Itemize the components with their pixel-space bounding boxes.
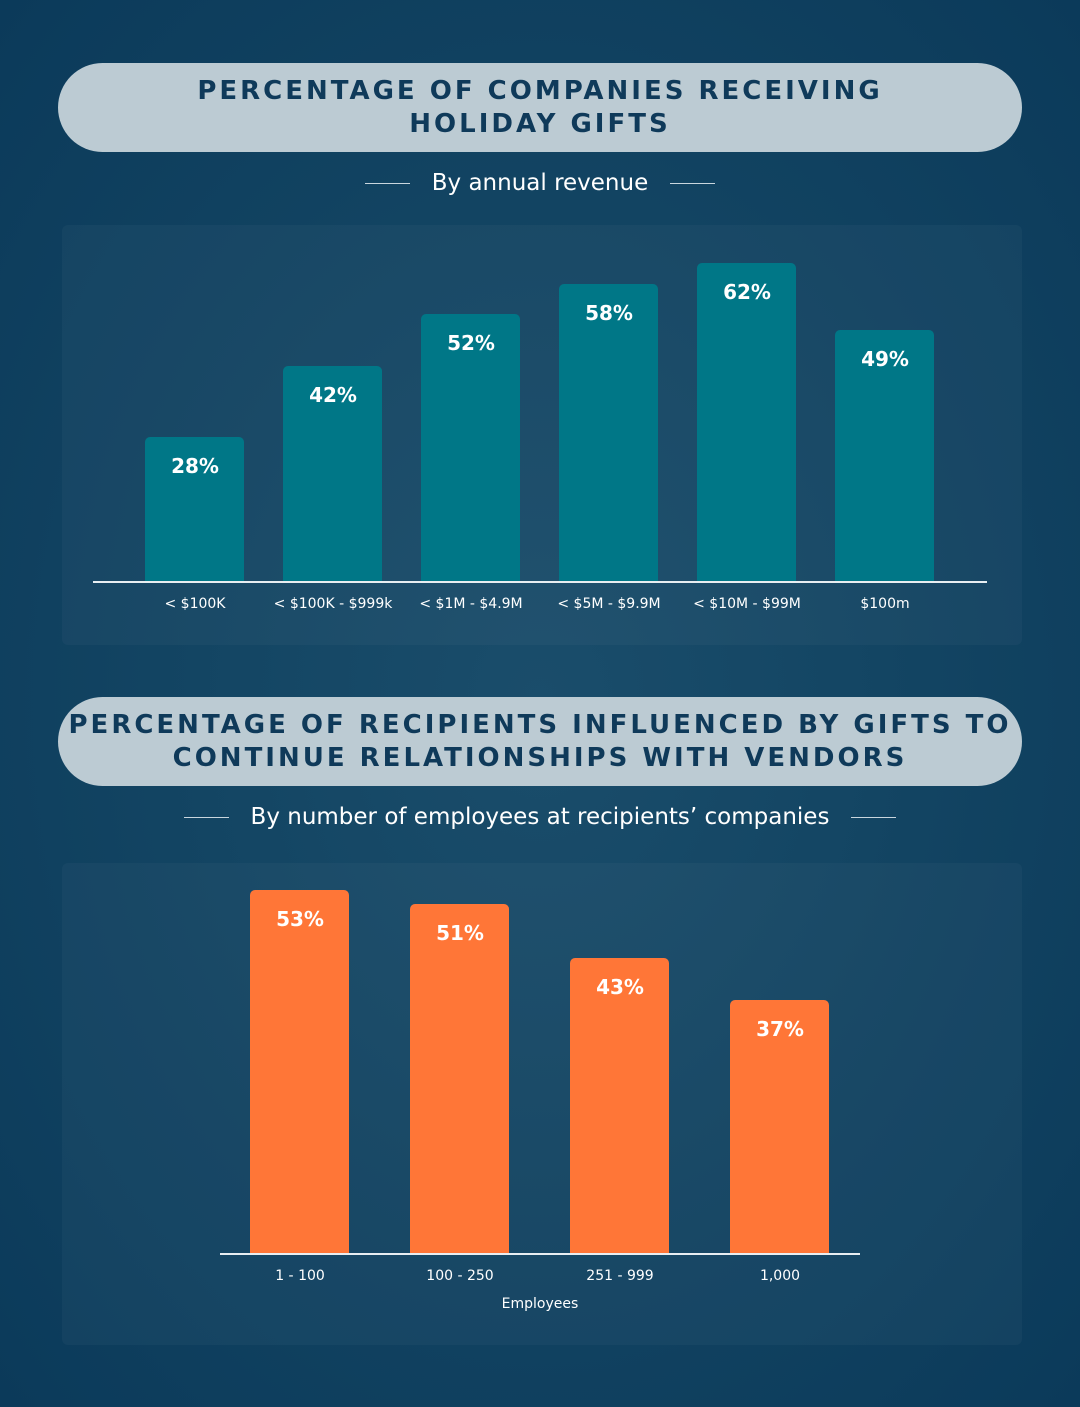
c2-value-label: 43% <box>596 975 644 1000</box>
c2-value-label: 53% <box>276 907 324 931</box>
c1-bar <box>835 329 934 581</box>
c2-value-label: 51% <box>436 920 484 945</box>
chart1-subtitle-row: By annual revenue <box>0 170 1080 196</box>
divider <box>851 816 897 818</box>
chart1-subtitle: By annual revenue <box>431 170 649 196</box>
c2-bar <box>250 890 349 1253</box>
chart2-xlabel: Employees <box>501 1296 579 1312</box>
c1-value-label: 42% <box>309 382 357 407</box>
c1-tick-label: < $100K - $999k <box>273 596 393 612</box>
c2-bar <box>730 999 829 1253</box>
c2-bar <box>570 958 669 1253</box>
c1-bar <box>559 283 658 581</box>
c1-bar <box>697 263 796 581</box>
chart2-subtitle-row: By number of employees at recipients’ co… <box>0 804 1080 830</box>
c1-value-label: 62% <box>723 280 771 304</box>
divider <box>364 182 410 184</box>
c2-tick-label: 1,000 <box>759 1268 801 1284</box>
chart2-title: PERCENTAGE OF RECIPIENTS INFLUENCED BY G… <box>68 709 1012 773</box>
c2-tick-label: 100 - 250 <box>426 1268 494 1284</box>
c1-value-label: 49% <box>861 346 909 371</box>
c1-bar <box>283 365 382 581</box>
c1-tick-label: < $5M - $9.9M <box>557 596 661 612</box>
divider <box>183 816 229 818</box>
c1-bar <box>421 314 520 581</box>
c1-tick-label: < $10M - $99M <box>693 596 801 612</box>
c1-tick-label: < $100K <box>164 596 226 612</box>
c1-value-label: 28% <box>171 454 219 479</box>
divider <box>670 182 716 184</box>
c2-bar <box>410 903 509 1253</box>
c2-tick-label: 251 - 999 <box>586 1268 654 1284</box>
chart2-subtitle: By number of employees at recipients’ co… <box>250 804 830 830</box>
c1-bar <box>145 437 244 581</box>
chart2-title-pill: PERCENTAGE OF RECIPIENTS INFLUENCED BY G… <box>58 697 1022 786</box>
c1-x-axis <box>93 581 987 583</box>
chart1-title-pill: PERCENTAGE OF COMPANIES RECEIVING HOLIDA… <box>58 63 1022 152</box>
c2-x-axis <box>220 1253 860 1255</box>
c2-tick-label: 1 - 100 <box>275 1268 325 1284</box>
c2-value-label: 37% <box>756 1016 804 1041</box>
chart1-title: PERCENTAGE OF COMPANIES RECEIVING HOLIDA… <box>197 75 883 139</box>
c1-tick-label: < $1M - $4.9M <box>419 596 523 612</box>
c1-tick-label: $100m <box>860 596 910 612</box>
c1-value-label: 58% <box>585 300 633 325</box>
c1-value-label: 52% <box>447 331 495 356</box>
